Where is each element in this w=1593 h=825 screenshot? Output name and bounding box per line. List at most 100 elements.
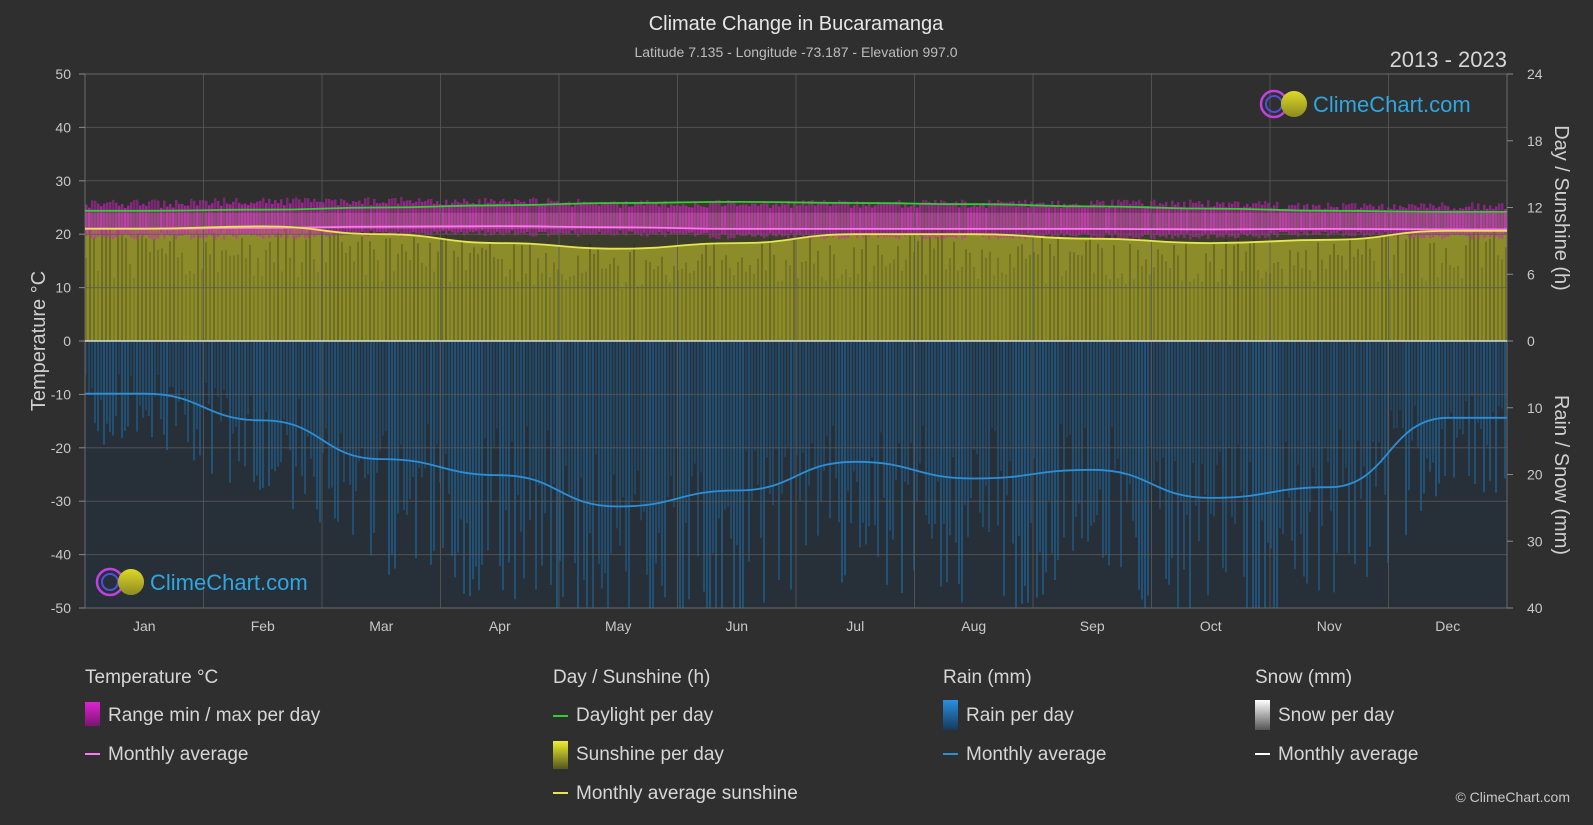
rain-day-bar: [691, 341, 693, 477]
sunshine-day-bar: [901, 270, 903, 341]
rain-average-line: [84, 392, 1507, 508]
sunshine-day-bar: [785, 260, 787, 341]
rain-day-bar: [736, 341, 738, 546]
temp-range-day-bar: [1267, 202, 1270, 237]
sunshine-day-bar: [649, 262, 651, 341]
sunshine-day-bar: [1389, 279, 1391, 341]
temp-range-day-bar: [244, 203, 247, 235]
rain-day-bar: [871, 341, 873, 458]
temp-range-day-bar: [223, 197, 226, 240]
temp-range-day-bar: [1285, 208, 1288, 233]
logo-top[interactable]: ClimeChart.com: [1259, 89, 1471, 119]
temp-range-day-bar: [1462, 208, 1465, 235]
rain-day-bar: [829, 341, 831, 519]
sunshine-day-bar: [621, 288, 623, 341]
temp-range-day-bar: [772, 204, 775, 236]
rain-day-bar: [283, 341, 285, 420]
temp-range-day-bar: [460, 203, 463, 232]
sunshine-day-bar: [1273, 263, 1275, 341]
temp-range-day-bar: [874, 205, 877, 236]
month-tick-label: Nov: [1317, 618, 1342, 634]
rain-day-bar: [388, 341, 390, 575]
rain-day-bar: [1438, 341, 1440, 484]
temp-range-day-bar: [1282, 208, 1285, 233]
rain-day-bar: [586, 341, 588, 608]
temp-range-day-bar: [808, 201, 811, 239]
sunshine-day-bar: [1093, 272, 1095, 341]
temp-range-day-bar: [928, 202, 931, 238]
rain-day-bar: [1486, 341, 1488, 446]
temp-range-day-bar: [175, 199, 178, 239]
temp-range-day-bar: [1417, 207, 1420, 236]
rain-day-bar: [397, 341, 399, 514]
sunshine-day-bar: [293, 237, 295, 341]
sunshine-day-bar: [433, 271, 435, 341]
rain-day-bar: [205, 341, 207, 383]
rain-day-bar: [631, 341, 633, 503]
rain-day-bar: [1333, 341, 1335, 593]
sunshine-day-bar: [1249, 241, 1251, 341]
sunshine-day-bar: [1129, 244, 1131, 341]
temp-range-day-bar: [1420, 203, 1423, 239]
temp-range-day-bar: [304, 197, 307, 238]
legend-item-snow-avg: Monthly average: [1278, 744, 1418, 765]
sunshine-day-bar: [1305, 250, 1307, 341]
temp-range-day-bar: [385, 203, 388, 233]
rain-day-bar: [1216, 341, 1218, 465]
temp-range-day-bar: [640, 200, 643, 237]
sunshine-day-bar: [1065, 270, 1067, 341]
temp-range-day-bar: [1108, 206, 1111, 235]
rain-day-bar: [976, 341, 978, 455]
sunshine-day-bar: [353, 261, 355, 341]
temp-range-day-bar: [421, 201, 424, 234]
rain-day-bar: [688, 341, 690, 600]
temp-range-day-bar: [814, 205, 817, 236]
temp-range-day-bar: [397, 203, 400, 232]
rain-day-bar: [1135, 341, 1137, 538]
temp-range-day-bar: [1255, 203, 1258, 237]
rain-day-bar: [700, 341, 702, 473]
rain-day-bar: [979, 341, 981, 513]
sunshine-day-bar: [1189, 281, 1191, 341]
rain-day-bar: [1060, 341, 1062, 425]
rain-day-bar: [1294, 341, 1296, 569]
temp-range-day-bar: [1360, 207, 1363, 234]
temp-range-day-bar: [508, 201, 511, 234]
sunshine-day-bar: [949, 258, 951, 341]
sunshine-day-bar: [1485, 241, 1487, 341]
temp-range-day-bar: [1129, 203, 1132, 237]
rain-day-bar: [1426, 341, 1428, 459]
rain-day-bar: [1090, 341, 1092, 526]
rain-day-bar: [856, 341, 858, 482]
temp-range-day-bar: [574, 203, 577, 234]
temp-range-day-bar: [901, 207, 904, 234]
rain-day-bar: [904, 341, 906, 483]
sunshine-day-bar: [1133, 279, 1135, 341]
rain-day-bar: [1237, 341, 1239, 446]
rain-day-bar: [157, 341, 159, 376]
temp-range-day-bar: [724, 205, 727, 235]
temp-range-day-bar: [661, 203, 664, 235]
temp-range-day-bar: [694, 202, 697, 237]
temp-range-day-bar: [307, 198, 310, 238]
rain-day-bar: [895, 341, 897, 481]
temp-range-day-bar: [841, 201, 844, 239]
temp-range-day-bar: [391, 198, 394, 236]
temp-range-day-bar: [655, 203, 658, 235]
sunshine-day-bar: [257, 257, 259, 341]
sunshine-day-bar: [881, 254, 883, 341]
temp-range-day-bar: [1099, 201, 1102, 238]
temp-range-day-bar: [646, 200, 649, 237]
rain-day-bar: [220, 341, 222, 422]
temp-range-day-bar: [124, 208, 127, 234]
rain-day-bar: [1249, 341, 1251, 463]
temp-range-day-bar: [964, 201, 967, 239]
temp-range-day-bar: [1309, 210, 1312, 231]
temp-range-day-bar: [1183, 201, 1186, 238]
sunshine-day-bar: [817, 250, 819, 341]
temp-range-day-bar: [757, 205, 760, 235]
rain-day-bar: [1009, 341, 1011, 461]
logo-bottom[interactable]: ClimeChart.com: [95, 567, 308, 597]
temp-range-day-bar: [313, 198, 316, 238]
rain-day-bar: [385, 341, 387, 432]
